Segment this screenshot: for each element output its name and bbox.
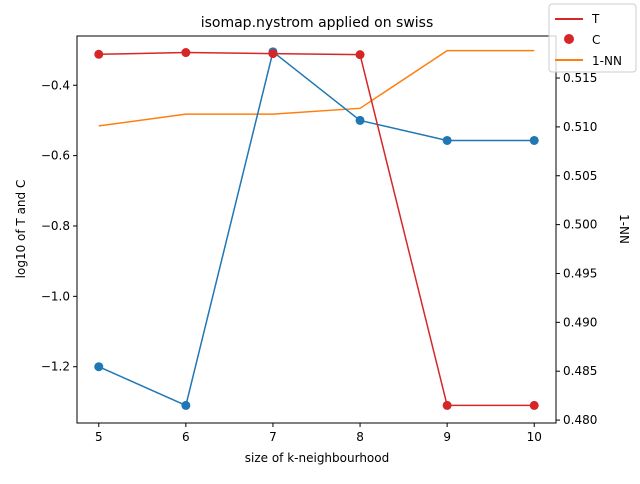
plot-frame bbox=[76, 35, 557, 424]
y-axis-left-label: log10 of T and C bbox=[14, 180, 28, 279]
series-line-t bbox=[98, 51, 535, 407]
series-point-t bbox=[268, 49, 278, 59]
series-point-c bbox=[529, 135, 539, 145]
y-right-tick-label: 0.480 bbox=[563, 413, 597, 427]
x-tick-label: 8 bbox=[356, 430, 364, 444]
x-tick-label: 7 bbox=[269, 430, 277, 444]
y-right-tick-label: 0.510 bbox=[563, 120, 597, 134]
y-right-tick-label: 0.485 bbox=[563, 364, 597, 378]
series-point-c bbox=[181, 400, 191, 410]
series-line-c bbox=[98, 50, 535, 407]
y-left-tick-label: −1.0 bbox=[41, 289, 70, 303]
legend-swatch-c bbox=[564, 34, 574, 44]
chart-title: isomap.nystrom applied on swiss bbox=[201, 15, 434, 31]
series-point-t bbox=[442, 400, 452, 410]
series-point-t bbox=[355, 50, 365, 60]
y-right-tick-label: 0.500 bbox=[563, 218, 597, 232]
series-point-t bbox=[181, 48, 191, 58]
legend-box bbox=[548, 3, 637, 73]
y-right-tick-label: 0.490 bbox=[563, 315, 597, 329]
x-tick-label: 10 bbox=[527, 430, 542, 444]
series-point-t bbox=[94, 49, 104, 59]
series-line-1nn bbox=[98, 49, 535, 127]
legend-label-c: C bbox=[592, 33, 600, 47]
y-axis-right-label: 1-NN bbox=[617, 214, 631, 244]
x-axis: 5 6 7 8 9 10 bbox=[95, 423, 542, 444]
legend-label-1nn: 1-NN bbox=[592, 54, 622, 68]
y-left-tick-label: −0.4 bbox=[41, 78, 70, 92]
y-left-tick-label: −1.2 bbox=[41, 360, 70, 374]
x-tick-label: 9 bbox=[443, 430, 451, 444]
y-right-tick-label: 0.495 bbox=[563, 266, 597, 280]
series-point-c bbox=[355, 115, 365, 125]
x-tick-label: 5 bbox=[95, 430, 103, 444]
y-axis-right: 0.480 0.485 0.490 0.495 0.500 0.505 0.510 0.515 bbox=[556, 71, 597, 427]
series-point-c bbox=[94, 362, 104, 372]
y-right-tick-label: 0.515 bbox=[563, 71, 597, 85]
x-tick-label: 6 bbox=[182, 430, 190, 444]
series-point-c bbox=[442, 135, 452, 145]
y-left-tick-label: −0.6 bbox=[41, 149, 70, 163]
y-axis-left: −0.4 −0.6 −0.8 −1.0 −1.2 bbox=[41, 78, 77, 374]
plot-area bbox=[94, 47, 539, 410]
y-right-tick-label: 0.505 bbox=[563, 169, 597, 183]
y-left-tick-label: −0.8 bbox=[41, 219, 70, 233]
series-point-t bbox=[529, 400, 539, 410]
legend-label-t: T bbox=[591, 12, 600, 26]
legend: T C 1-NN bbox=[548, 3, 637, 73]
x-axis-label: size of k-neighbourhood bbox=[245, 451, 389, 465]
